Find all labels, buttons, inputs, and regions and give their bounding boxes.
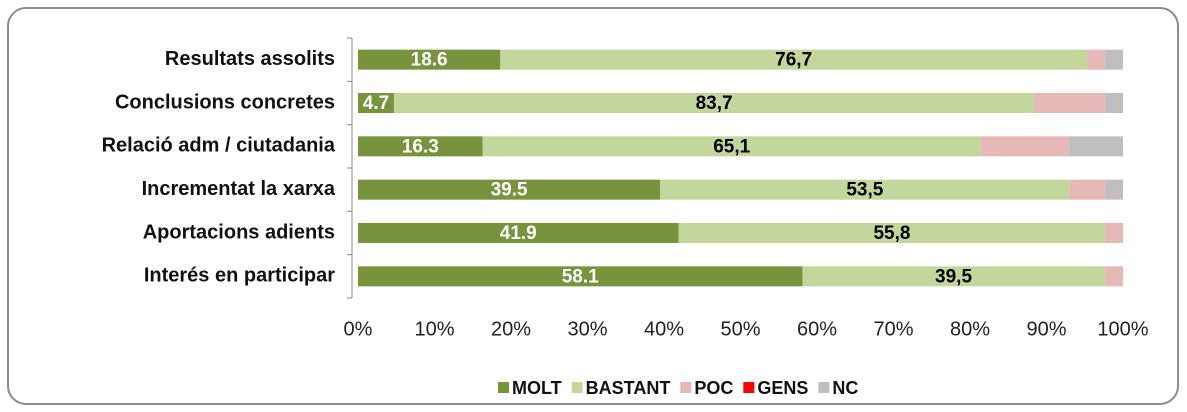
bar-segment bbox=[1034, 93, 1106, 113]
bar-segment bbox=[358, 136, 483, 157]
legend-label: BASTANT bbox=[586, 378, 671, 398]
bar-segment bbox=[1105, 223, 1123, 243]
category-label: Incrementat la xarxa bbox=[142, 178, 336, 200]
x-tick-label: 10% bbox=[414, 318, 454, 340]
legend-label: POC bbox=[694, 378, 733, 398]
x-tick-label: 40% bbox=[644, 318, 684, 340]
x-tick-label: 100% bbox=[1097, 318, 1148, 340]
data-label: 53,5 bbox=[846, 180, 883, 201]
bar-segment bbox=[802, 266, 1105, 287]
legend-swatch bbox=[571, 382, 583, 393]
data-label: 58.1 bbox=[562, 266, 599, 287]
legend-label: NC bbox=[832, 378, 858, 398]
bar-segment bbox=[1105, 93, 1123, 113]
legend-label: MOLT bbox=[512, 378, 562, 398]
bar-segment bbox=[393, 93, 1035, 113]
data-label: 16.3 bbox=[402, 136, 439, 157]
x-tick-label: 20% bbox=[491, 318, 531, 340]
bar-segment bbox=[660, 179, 1070, 200]
data-label: 39,5 bbox=[935, 266, 972, 287]
data-label: 4.7 bbox=[363, 93, 389, 114]
data-label: 39.5 bbox=[491, 180, 528, 201]
category-label: Relació adm / ciutadania bbox=[102, 135, 336, 157]
category-label: Aportacions adients bbox=[143, 221, 335, 243]
bar-segment bbox=[358, 179, 661, 200]
data-label: 65,1 bbox=[713, 136, 750, 157]
x-tick-label: 80% bbox=[950, 318, 990, 340]
bar-segment bbox=[1104, 49, 1123, 70]
bar-segment bbox=[482, 136, 981, 157]
bar-segment bbox=[358, 93, 394, 113]
category-label: Conclusions concretes bbox=[115, 91, 335, 113]
x-tick-label: 70% bbox=[873, 318, 913, 340]
bar-segment bbox=[1087, 49, 1105, 70]
bar-segment bbox=[500, 49, 1088, 70]
bar-segment bbox=[1069, 179, 1106, 200]
data-label: 83,7 bbox=[696, 93, 733, 114]
legend-swatch bbox=[680, 382, 692, 393]
bar-segment bbox=[358, 266, 803, 287]
x-tick-label: 30% bbox=[567, 318, 607, 340]
legend-label: GENS bbox=[757, 378, 808, 398]
bar-segment bbox=[1104, 266, 1123, 287]
x-tick-label: 60% bbox=[797, 318, 837, 340]
bar-segment bbox=[1069, 136, 1123, 157]
x-tick-label: 90% bbox=[1026, 318, 1066, 340]
data-label: 18.6 bbox=[411, 50, 448, 71]
data-label: 76,7 bbox=[775, 50, 812, 71]
data-label: 55,8 bbox=[873, 223, 910, 244]
bar-segment bbox=[1105, 179, 1123, 200]
category-label: Resultats assolits bbox=[165, 48, 335, 70]
bar-segment bbox=[980, 136, 1070, 157]
x-tick-label: 50% bbox=[720, 318, 760, 340]
bar-segment bbox=[678, 223, 1106, 243]
data-label: 41.9 bbox=[500, 223, 537, 244]
legend-swatch bbox=[818, 382, 830, 393]
bar-segment bbox=[358, 49, 501, 70]
legend-swatch bbox=[498, 382, 509, 393]
x-tick-label: 0% bbox=[344, 318, 373, 340]
bar-segment bbox=[358, 223, 679, 243]
category-label: Interés en participar bbox=[144, 265, 335, 287]
legend-swatch bbox=[743, 382, 755, 393]
